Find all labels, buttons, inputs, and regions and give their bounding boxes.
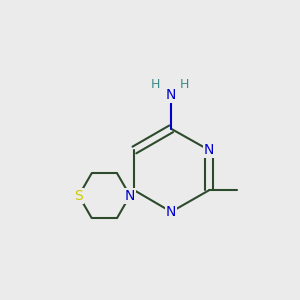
Text: N: N	[166, 88, 176, 102]
Text: N: N	[125, 189, 135, 202]
Text: N: N	[166, 205, 176, 219]
Text: H: H	[180, 78, 189, 91]
Text: N: N	[204, 143, 214, 157]
Text: S: S	[74, 189, 83, 202]
Text: H: H	[150, 78, 160, 91]
